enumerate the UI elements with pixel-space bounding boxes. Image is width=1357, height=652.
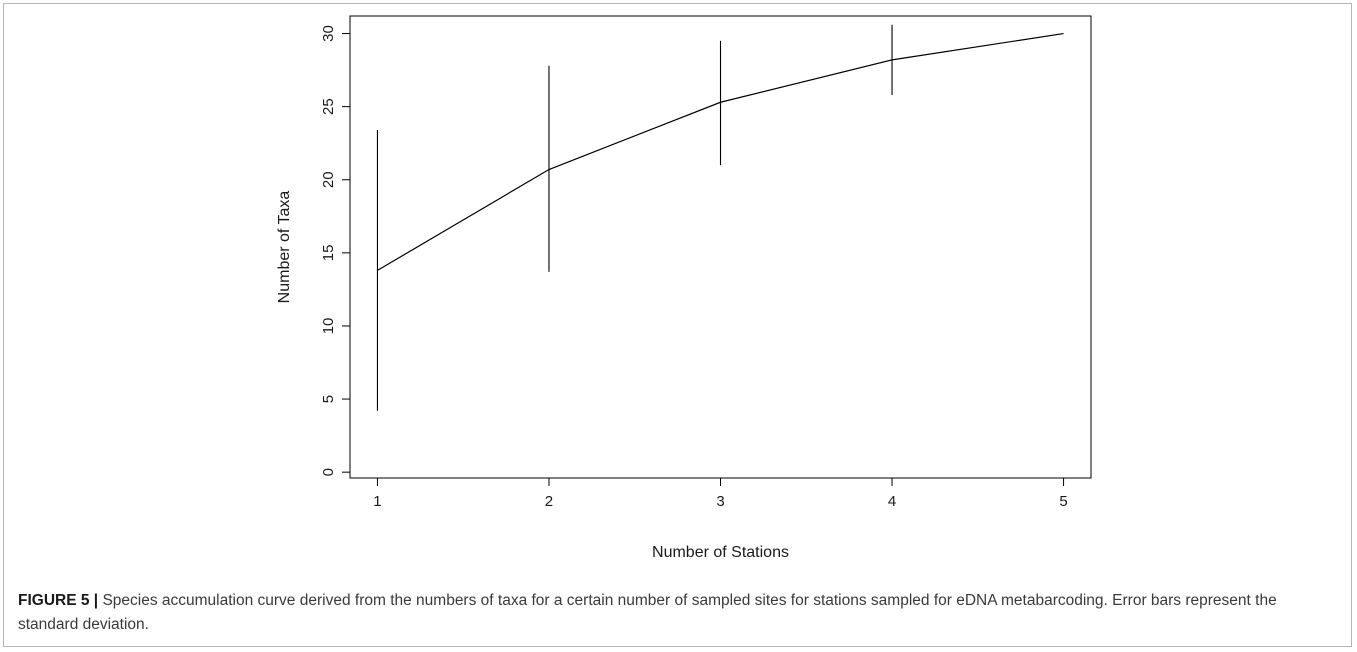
y-tick-label: 0 (320, 468, 337, 476)
x-tick-label: 3 (716, 493, 724, 510)
x-tick-label: 2 (545, 493, 553, 510)
y-tick-label: 30 (320, 25, 337, 42)
y-axis-label: Number of Taxa (276, 191, 293, 304)
axes: 1 2 3 4 5 0 5 10 15 20 25 30 (320, 25, 1068, 510)
y-tick-label: 25 (320, 98, 337, 115)
x-tick-label: 1 (373, 493, 381, 510)
accumulation-curve-line (377, 32, 1064, 271)
y-tick-label: 5 (320, 395, 337, 403)
x-tick-label: 5 (1059, 493, 1067, 510)
x-tick-label: 4 (888, 493, 896, 510)
y-tick-label: 10 (320, 318, 337, 335)
error-bars (376, 24, 893, 411)
figure-frame: 1 2 3 4 5 0 5 10 15 20 25 30 Number of Stations Num… (3, 3, 1352, 647)
chart: 1 2 3 4 5 0 5 10 15 20 25 30 Number of Stations Num… (276, 15, 1092, 561)
x-axis-label: Number of Stations (652, 544, 789, 561)
figure-label: FIGURE 5 | (18, 592, 99, 609)
figure-caption: FIGURE 5 | Species accumulation curve de… (18, 589, 1338, 637)
y-tick-label: 20 (320, 171, 337, 188)
caption-text: Species accumulation curve derived from … (18, 592, 1277, 633)
y-tick-label: 15 (320, 245, 337, 262)
